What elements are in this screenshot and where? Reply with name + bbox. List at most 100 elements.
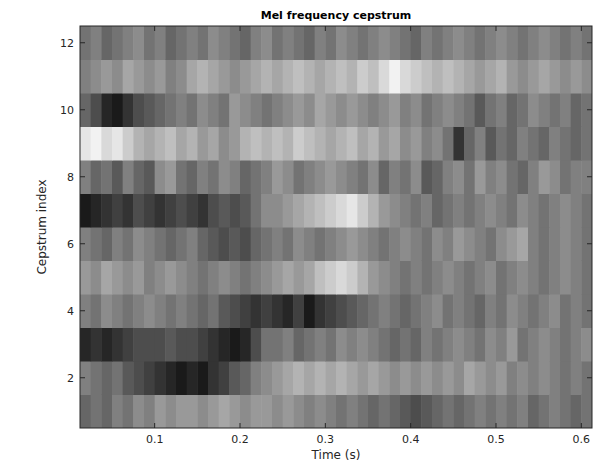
cell <box>187 60 198 94</box>
cell <box>240 261 251 295</box>
cell <box>208 328 219 362</box>
cell <box>496 160 507 194</box>
cell <box>112 395 123 429</box>
cell <box>219 227 230 261</box>
cell <box>261 160 272 194</box>
cell <box>400 294 411 328</box>
cell <box>485 227 496 261</box>
cell <box>549 26 560 60</box>
cell <box>432 395 443 429</box>
cell <box>485 194 496 228</box>
cell <box>379 395 390 429</box>
x-tick-label: 0.3 <box>317 433 335 446</box>
cell <box>325 294 336 328</box>
cell <box>571 26 582 60</box>
x-tick-label: 0.1 <box>146 433 164 446</box>
y-tick <box>80 42 85 43</box>
cell <box>453 294 464 328</box>
cell <box>123 127 134 161</box>
cell <box>464 227 475 261</box>
cell <box>411 93 422 127</box>
cell <box>464 261 475 295</box>
cell <box>539 194 550 228</box>
cell <box>453 93 464 127</box>
cell <box>581 93 592 127</box>
cell <box>464 361 475 395</box>
cell <box>283 261 294 295</box>
cell <box>325 328 336 362</box>
cell <box>560 26 571 60</box>
cell <box>272 261 283 295</box>
cell <box>485 127 496 161</box>
cell <box>517 361 528 395</box>
cell <box>101 26 112 60</box>
cell <box>336 194 347 228</box>
cell <box>133 328 144 362</box>
cell <box>123 93 134 127</box>
cell <box>144 26 155 60</box>
cell <box>528 194 539 228</box>
cell <box>539 127 550 161</box>
cell <box>251 26 262 60</box>
cell <box>571 361 582 395</box>
x-tick <box>154 423 155 428</box>
cell <box>496 60 507 94</box>
cell <box>400 361 411 395</box>
cell <box>155 227 166 261</box>
cell <box>123 361 134 395</box>
cell <box>112 93 123 127</box>
cell <box>421 294 432 328</box>
cell <box>507 127 518 161</box>
cell <box>219 261 230 295</box>
cell <box>101 127 112 161</box>
cell <box>187 26 198 60</box>
cell <box>176 227 187 261</box>
cell <box>517 194 528 228</box>
cell <box>528 227 539 261</box>
y-tick <box>587 377 592 378</box>
cell <box>357 194 368 228</box>
x-tick <box>240 423 241 428</box>
cell <box>229 160 240 194</box>
cell <box>368 328 379 362</box>
cell <box>528 395 539 429</box>
cell <box>411 60 422 94</box>
cell <box>432 227 443 261</box>
cell <box>528 127 539 161</box>
cell <box>80 93 91 127</box>
cell <box>229 227 240 261</box>
cell <box>507 194 518 228</box>
cell <box>571 395 582 429</box>
cell <box>272 194 283 228</box>
cell <box>165 60 176 94</box>
cell <box>368 361 379 395</box>
cell <box>133 227 144 261</box>
cell <box>549 60 560 94</box>
cell <box>304 93 315 127</box>
cell <box>197 227 208 261</box>
cell <box>357 361 368 395</box>
cell <box>219 26 230 60</box>
cell <box>176 395 187 429</box>
cell <box>443 261 454 295</box>
cell <box>560 328 571 362</box>
cell <box>443 194 454 228</box>
cell <box>379 194 390 228</box>
cell <box>336 261 347 295</box>
cell <box>123 60 134 94</box>
cell <box>91 294 102 328</box>
cell <box>101 395 112 429</box>
y-tick <box>587 176 592 177</box>
cell <box>155 261 166 295</box>
cell <box>443 227 454 261</box>
cell <box>549 127 560 161</box>
y-tick <box>587 109 592 110</box>
cell <box>187 328 198 362</box>
cell <box>112 60 123 94</box>
cell <box>325 227 336 261</box>
cell <box>272 93 283 127</box>
cell <box>432 93 443 127</box>
cell <box>571 261 582 295</box>
cell <box>101 60 112 94</box>
cell <box>208 227 219 261</box>
